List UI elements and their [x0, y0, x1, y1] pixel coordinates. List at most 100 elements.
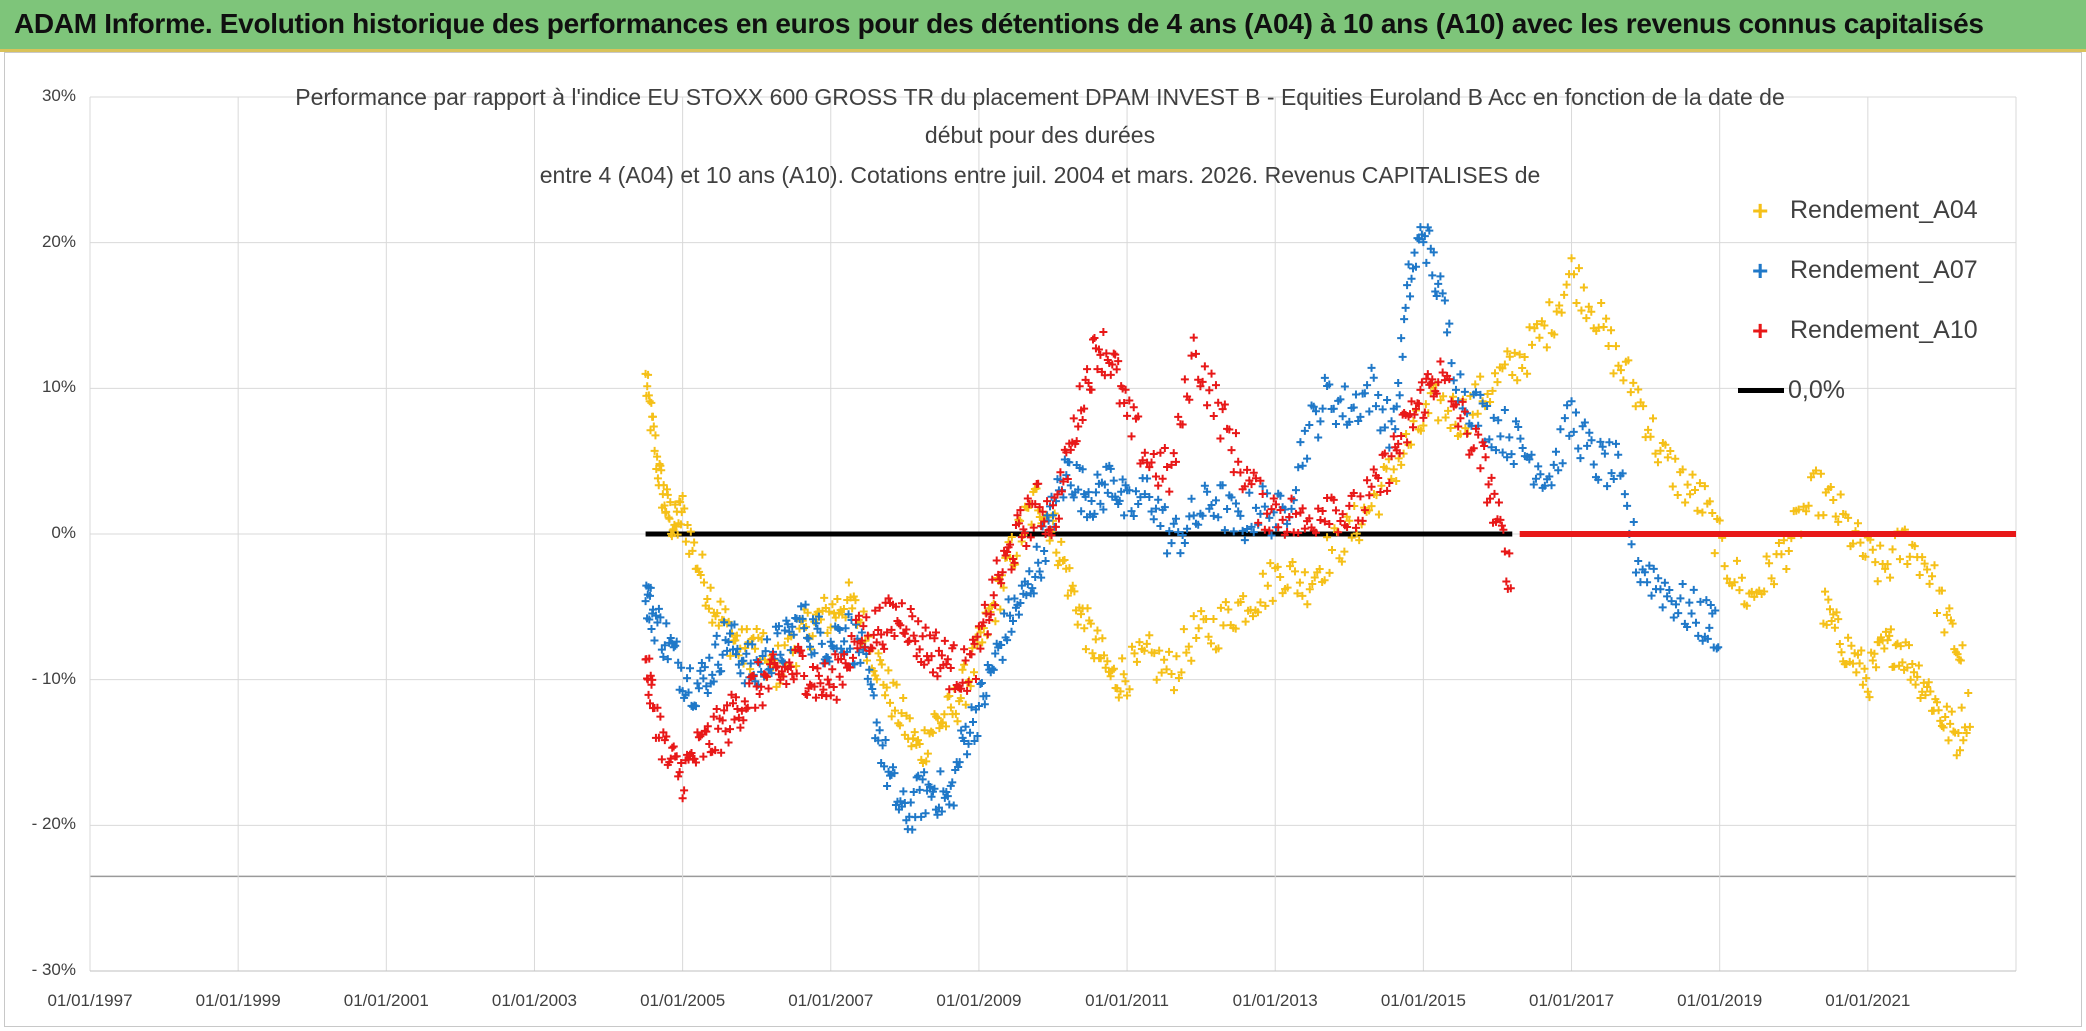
a10-point: [850, 637, 859, 646]
a10-point: [989, 591, 998, 600]
a07-point: [1431, 287, 1440, 296]
a04-point: [1130, 649, 1139, 658]
a10-point: [961, 656, 970, 665]
a07-point: [1634, 556, 1643, 565]
a07-point: [912, 773, 921, 782]
a04-point: [1283, 583, 1292, 592]
a07-point: [1214, 513, 1223, 522]
a07-point: [1551, 447, 1560, 456]
a04-point: [780, 641, 789, 650]
a07-point: [1303, 454, 1312, 463]
a07-point: [797, 602, 806, 611]
a04-point: [1125, 685, 1134, 694]
a10-point: [1298, 504, 1307, 513]
a04-point: [1587, 307, 1596, 316]
a04-point: [1179, 625, 1188, 634]
a10-point: [736, 723, 745, 732]
a07-point: [1040, 547, 1049, 556]
a07-point: [1287, 504, 1296, 513]
a04-point: [1303, 600, 1312, 609]
a04-point: [989, 600, 998, 609]
a04-point: [645, 397, 654, 406]
a07-point: [1414, 235, 1423, 244]
a04-point: [1007, 532, 1016, 541]
a10-point: [1063, 475, 1072, 484]
a04-point: [1826, 482, 1835, 491]
a04-point: [1737, 573, 1746, 582]
a04-point: [1070, 587, 1079, 596]
a07-point: [773, 629, 782, 638]
a04-point: [1387, 474, 1396, 483]
a10-point: [1023, 494, 1032, 503]
a07-point: [1367, 363, 1376, 372]
a07-point: [686, 664, 695, 673]
a04-point: [1128, 642, 1137, 651]
a07-point: [1329, 404, 1338, 413]
a10-point: [1451, 400, 1460, 409]
a04-point: [1421, 400, 1430, 409]
a04-point: [1920, 559, 1929, 568]
a04-point: [897, 709, 906, 718]
a10-point: [703, 722, 712, 731]
a04-point: [1802, 507, 1811, 516]
a04-point: [681, 537, 690, 546]
a10-point: [1349, 488, 1358, 497]
a10-point: [1240, 482, 1249, 491]
a04-point: [1209, 615, 1218, 624]
a07-point: [1178, 531, 1187, 540]
a04-point: [953, 717, 962, 726]
a07-point: [717, 667, 726, 676]
a04-point: [1557, 308, 1566, 317]
a04-point: [1821, 587, 1830, 596]
a04-point: [1249, 612, 1258, 621]
a07-point: [1440, 296, 1449, 305]
a04-point: [803, 608, 812, 617]
a07-point: [1589, 460, 1598, 469]
a07-point: [1485, 435, 1494, 444]
a07-point: [1003, 636, 1012, 645]
a10-point: [717, 748, 726, 757]
a04-point: [1052, 548, 1061, 557]
a10-point: [1314, 504, 1323, 513]
a07-point: [866, 680, 875, 689]
a10-point: [906, 604, 915, 613]
a04-point: [820, 593, 829, 602]
a04-point: [1886, 573, 1895, 582]
a10-point: [1345, 501, 1354, 510]
a10-point: [712, 705, 721, 714]
a10-point: [743, 703, 752, 712]
a10-point: [890, 632, 899, 641]
a07-point: [1118, 475, 1127, 484]
a10-point: [764, 684, 773, 693]
a04-point: [1132, 657, 1141, 666]
a10-point: [1220, 400, 1229, 409]
a04-point: [1905, 641, 1913, 650]
a04-point: [1760, 587, 1769, 596]
a10-point: [1174, 412, 1183, 421]
a07-point: [915, 785, 924, 794]
a04-point: [1239, 592, 1248, 601]
a04-point: [1873, 577, 1882, 586]
a04-point: [833, 595, 842, 604]
a10-point: [680, 786, 689, 795]
a07-point: [659, 652, 668, 661]
a07-point: [1503, 453, 1512, 462]
a04-point: [1937, 722, 1946, 731]
a10-point: [733, 704, 742, 713]
a07-point: [731, 650, 740, 659]
a07-point: [1498, 448, 1507, 457]
a07-point: [1649, 564, 1658, 573]
a07-point: [1203, 487, 1212, 496]
a04-point: [1779, 536, 1788, 545]
a04-point: [1910, 542, 1919, 551]
a07-point: [1394, 378, 1403, 387]
a10-point: [785, 658, 794, 667]
a04-point: [651, 431, 660, 440]
a07-point: [1603, 482, 1612, 491]
a04-point: [1189, 612, 1198, 621]
a04-point: [808, 632, 817, 641]
a10-point: [1296, 508, 1305, 517]
a07-point: [1696, 597, 1705, 606]
a07-point: [1143, 474, 1152, 483]
a07-point: [1035, 567, 1044, 576]
